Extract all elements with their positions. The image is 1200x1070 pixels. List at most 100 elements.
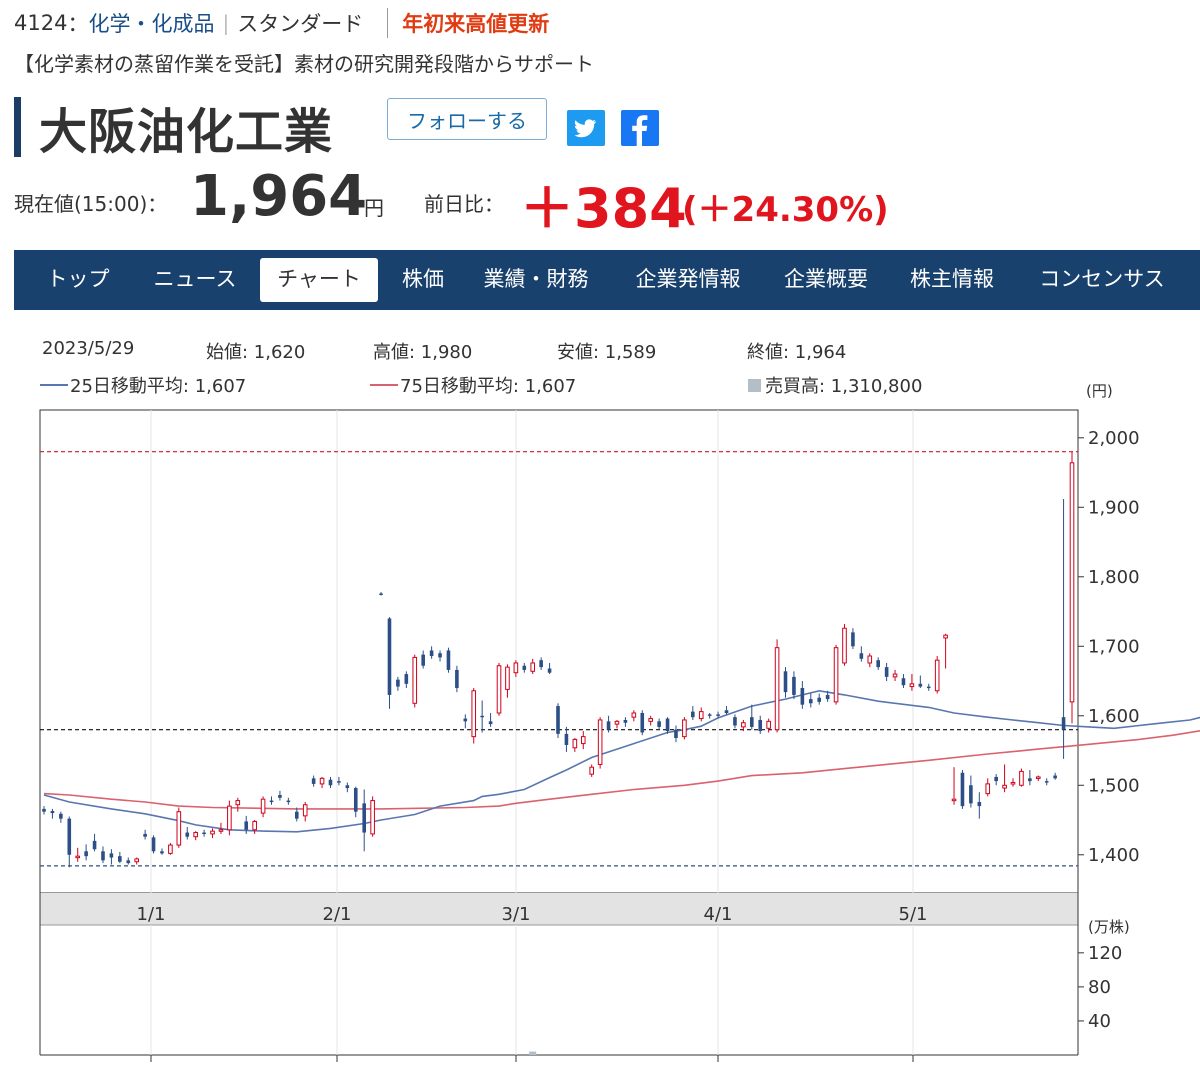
high-price: 高値: 1,980 — [373, 342, 473, 363]
candle-body-down — [429, 650, 434, 657]
candle-body-down — [488, 721, 493, 725]
candle-body-up — [833, 647, 839, 703]
candle-body-down — [185, 832, 190, 837]
candle-body-down — [547, 668, 552, 673]
candle-body-up — [210, 830, 215, 835]
ma75-legend: 75日移動平均: 1,607 — [370, 372, 576, 398]
title-row: 大阪油化工業 フォローする — [14, 96, 659, 160]
candle-body-down — [126, 860, 131, 864]
candle-body-down — [926, 686, 931, 689]
candle-body-down — [379, 593, 383, 595]
candle-body-up — [218, 829, 224, 832]
candle-body-down — [901, 678, 906, 686]
candle-body-down — [969, 785, 973, 804]
candle-body-down — [353, 788, 358, 812]
candle-body-down — [151, 837, 156, 852]
candle-body-down — [463, 718, 468, 722]
volume-unit-label: (万株) — [1088, 918, 1130, 936]
volume-tick-label: 40 — [1088, 1011, 1111, 1032]
candle-body-up — [302, 804, 308, 817]
ma25-line — [43, 689, 1200, 833]
candle-body-down — [278, 795, 282, 798]
tab-news[interactable]: ニュース — [153, 267, 237, 291]
sector-link[interactable]: 化学・化成品 — [88, 12, 215, 36]
candle-body-down — [825, 694, 830, 700]
candle-body-down — [84, 851, 88, 857]
candle-body-down — [716, 714, 720, 716]
status-badge: 年初来高値更新 — [402, 12, 550, 36]
ma25-legend: 25日移動平均: 1,607 — [40, 372, 246, 398]
candle-body-down — [362, 803, 366, 833]
candle-body-down — [421, 654, 425, 666]
x-tick-label: 5/1 — [899, 904, 928, 925]
x-tick-label: 2/1 — [323, 904, 352, 925]
candle-body-up — [1035, 776, 1041, 779]
candle-body-up — [530, 662, 536, 672]
candle-body-up — [193, 832, 198, 838]
candle-body-down — [606, 721, 611, 730]
candle-body-down — [691, 711, 695, 718]
tab-financials[interactable]: 業績・財務 — [483, 267, 589, 291]
x-tick-label: 4/1 — [704, 904, 733, 925]
x-tick-label: 3/1 — [502, 904, 531, 925]
candle-body-down — [50, 810, 55, 814]
candle-body-up — [580, 736, 586, 745]
candle-body-up — [260, 798, 266, 814]
price-tick-label: 1,800 — [1088, 567, 1140, 588]
candle-body-down — [733, 717, 737, 726]
candle-body-up — [698, 711, 704, 720]
tab-company-profile[interactable]: 企業概要 — [784, 267, 868, 291]
twitter-icon[interactable] — [567, 110, 605, 146]
tab-shareholder-info[interactable]: 株主情報 — [910, 267, 994, 291]
candle-body-up — [943, 634, 948, 639]
candle-body-up — [774, 647, 780, 731]
candle-body-down — [1053, 775, 1057, 779]
tab-company-releases[interactable]: 企業発情報 — [635, 267, 741, 291]
price-unit-label: (円) — [1086, 382, 1113, 400]
candle-body-down — [160, 851, 164, 854]
market-name: スタンダード — [237, 12, 364, 36]
chart-date: 2023/5/29 — [42, 338, 135, 359]
candle-body-down — [665, 718, 670, 732]
candle-body-up — [227, 805, 232, 831]
candle-body-down — [1061, 717, 1066, 730]
facebook-f-icon — [632, 115, 648, 146]
candle-body-up — [842, 627, 847, 664]
change-label: 前日比： — [424, 192, 504, 216]
candle-body-up — [1010, 782, 1016, 785]
candle-body-down — [674, 729, 678, 739]
volume-legend-swatch — [748, 378, 761, 392]
facebook-icon[interactable] — [621, 110, 659, 146]
candle-body-down — [244, 821, 249, 830]
candle-body-down — [269, 800, 274, 803]
candle-body-down — [564, 733, 569, 745]
volume-legend: 売買高: 1,310,800 — [748, 372, 922, 398]
ma75-legend-label: 75日移動平均: 1,607 — [400, 376, 577, 397]
breadcrumb: 4124 ： 化学・化成品 | スタンダード 年初来高値更新 — [14, 8, 549, 38]
divider: | — [222, 11, 230, 35]
tab-top[interactable]: トップ — [46, 267, 110, 291]
candle-body-down — [337, 781, 341, 783]
candle-body-down — [792, 676, 796, 695]
candle-body-down — [438, 653, 442, 658]
current-price: 1,964 — [190, 164, 368, 229]
candle-body-up — [631, 712, 637, 718]
candle-body-down — [556, 706, 560, 734]
stock-chart[interactable]: (円) (万株) 1/1 2/1 3/1 4/1 5/1 1,400 1,500 1,600 1… — [0, 380, 1200, 1070]
tab-stock-price[interactable]: 株価 — [402, 267, 444, 291]
tab-chart[interactable]: チャート — [260, 258, 378, 302]
candle-body-down — [67, 818, 72, 855]
page-title: 大阪油化工業 — [39, 104, 334, 160]
candle-body-down — [311, 778, 316, 784]
candle-body-down — [851, 632, 855, 647]
candle-body-down — [876, 660, 880, 668]
price-tick-label: 1,900 — [1088, 497, 1140, 518]
low-price: 安値: 1,589 — [557, 342, 657, 363]
candle-body-up — [252, 820, 257, 831]
candle-body-up — [168, 844, 173, 854]
main-nav: トップ ニュース チャート 株価 業績・財務 企業発情報 企業概要 株主情報 コ… — [14, 250, 1200, 310]
tab-consensus[interactable]: コンセンサス — [1039, 267, 1165, 291]
candle-body-down — [977, 801, 982, 807]
candle-body-down — [539, 660, 543, 668]
follow-button[interactable]: フォローする — [387, 98, 547, 140]
